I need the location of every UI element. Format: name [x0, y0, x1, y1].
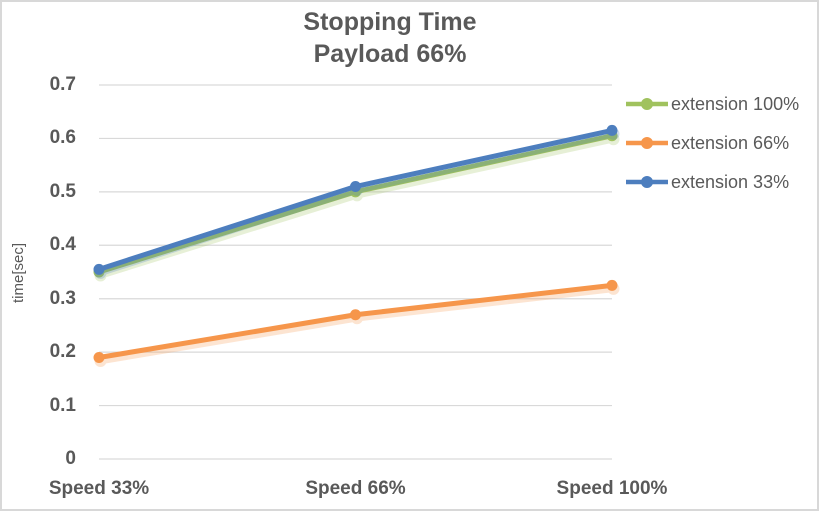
y-tick-label: 0.1 [49, 394, 76, 416]
series-shadow [94, 127, 620, 279]
chart-title: Stopping Time Payload 66% [52, 6, 728, 70]
series-extension-33- [93, 124, 620, 279]
y-tick-label: 0.2 [49, 341, 76, 363]
legend-item-extension-100: extension 100% [624, 91, 799, 117]
y-tick-label: 0 [65, 448, 76, 469]
legend-line-marker-icon [626, 176, 668, 188]
y-tick-label: 0.6 [49, 127, 76, 149]
legend: extension 100% extension 66% extension 3… [624, 91, 799, 208]
legend-label: extension 33% [671, 171, 790, 192]
series-shadow [94, 133, 620, 282]
data-point-marker [93, 351, 105, 363]
y-tick-label: 0.5 [49, 180, 76, 202]
y-axis-title: time[sec] [10, 243, 27, 304]
legend-label: extension 66% [671, 132, 790, 153]
y-tick-label: 0.3 [49, 287, 76, 309]
chart-title-line2: Payload 66% [313, 40, 467, 68]
data-point-marker [93, 263, 105, 275]
legend-line-marker-icon [626, 98, 668, 110]
chart-title-line1: Stopping Time [303, 8, 477, 36]
legend-item-extension-33: extension 33% [624, 169, 799, 195]
y-tick-label: 0.7 [49, 74, 76, 95]
data-point-marker [350, 181, 361, 193]
legend-line-marker-icon [626, 137, 668, 149]
data-point-marker [606, 124, 618, 136]
x-category-label: Speed 100% [556, 478, 668, 499]
data-point-marker [606, 279, 618, 291]
x-category-label: Speed 66% [305, 478, 406, 499]
legend-item-extension-66: extension 66% [624, 130, 799, 156]
series-extension-66- [93, 279, 620, 367]
x-category-label: Speed 33% [48, 478, 150, 499]
y-tick-label: 0.4 [49, 234, 76, 256]
data-point-marker [350, 309, 361, 321]
legend-label: extension 100% [671, 93, 800, 114]
